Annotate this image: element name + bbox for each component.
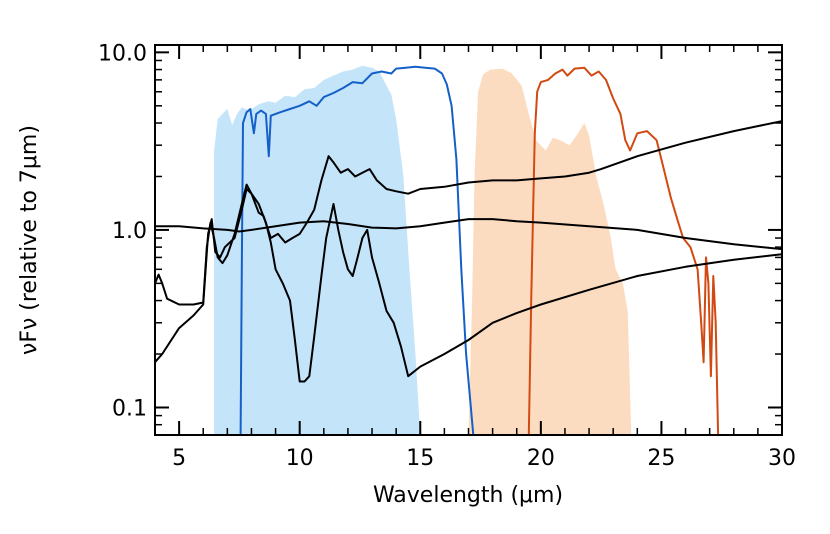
x-tick-label: 10 — [286, 446, 314, 471]
y-tick-label: 0.1 — [112, 396, 147, 421]
x-tick-label: 15 — [406, 446, 434, 471]
filter-band-2 — [468, 68, 632, 435]
series-line-3 — [155, 188, 782, 383]
y-tick-label: 1.0 — [112, 219, 147, 244]
x-tick-label: 20 — [527, 446, 555, 471]
y-tick-label: 10.0 — [98, 41, 147, 66]
x-tick-label: 5 — [172, 446, 186, 471]
x-tick-label: 30 — [768, 446, 796, 471]
series-line-2 — [527, 66, 720, 435]
filter-band-1 — [214, 65, 421, 435]
y-axis-title: νFν (relative to 7μm) — [17, 125, 42, 355]
data-series — [155, 65, 782, 435]
x-tick-label: 25 — [647, 446, 675, 471]
series-line-5 — [155, 120, 782, 306]
x-axis-title: Wavelength (μm) — [373, 483, 563, 508]
series-line-1 — [239, 65, 475, 435]
filter-bands — [214, 65, 632, 435]
axis-ticks: 5 10 15 20 25 30 0.1 1.0 10.0 — [98, 41, 796, 471]
